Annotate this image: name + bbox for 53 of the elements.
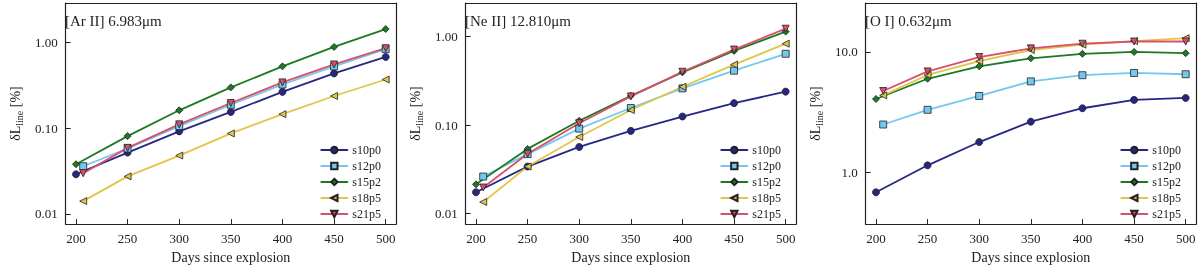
x-tick-label: 450 xyxy=(324,231,344,247)
x-axis-title: Days since explosion xyxy=(571,249,691,265)
legend-label: s18p5 xyxy=(352,191,381,205)
legend-label: s21p5 xyxy=(752,207,781,221)
legend-label: s10p0 xyxy=(1152,143,1181,157)
y-tick-label: 1.00 xyxy=(434,29,458,45)
text: [O I] 0.632μm xyxy=(865,12,953,29)
legend-label: s18p5 xyxy=(752,191,781,205)
x-tick-label: 350 xyxy=(1021,231,1041,247)
x-tick-label: 400 xyxy=(272,231,293,247)
y-tick-label: 1.0 xyxy=(841,164,858,180)
y-tick-label: 0.01 xyxy=(34,206,58,222)
x-tick-label: 200 xyxy=(66,231,86,247)
x-tick-label: 250 xyxy=(117,231,138,247)
legend-label: s12p0 xyxy=(1152,159,1181,173)
x-tick-label: 200 xyxy=(466,231,486,247)
legend-label: s15p2 xyxy=(352,175,381,189)
x-tick-label: 250 xyxy=(517,231,538,247)
text: [Ar II] 6.983μm xyxy=(65,12,163,29)
legend-label: s10p0 xyxy=(752,143,781,157)
x-tick-label: 250 xyxy=(917,231,938,247)
legend-label: s21p5 xyxy=(1152,207,1181,221)
x-tick-label: 450 xyxy=(724,231,744,247)
legend-label: s15p2 xyxy=(1152,175,1181,189)
x-axis-title: Days since explosion xyxy=(971,249,1091,265)
legend-label: s15p2 xyxy=(752,175,781,189)
x-tick-label: 500 xyxy=(375,231,396,247)
x-tick-label: 350 xyxy=(221,231,241,247)
y-tick-label: 10.0 xyxy=(834,44,858,60)
y-tick-label: 0.01 xyxy=(434,206,458,222)
y-tick-label: 1.00 xyxy=(34,35,58,51)
legend-label: s12p0 xyxy=(352,159,381,173)
legend-label: s10p0 xyxy=(352,143,381,157)
y-axis-title: δLline [%] xyxy=(407,86,425,141)
x-tick-label: 500 xyxy=(775,231,796,247)
x-tick-label: 300 xyxy=(569,231,589,247)
legend-label: s12p0 xyxy=(752,159,781,173)
x-tick-label: 500 xyxy=(1175,231,1196,247)
x-tick-label: 300 xyxy=(969,231,989,247)
x-tick-label: 450 xyxy=(1124,231,1144,247)
y-axis-title: δLline [%] xyxy=(7,86,25,141)
x-tick-label: 400 xyxy=(672,231,693,247)
y-tick-label: 0.10 xyxy=(34,120,58,136)
x-tick-label: 350 xyxy=(621,231,641,247)
x-tick-label: 400 xyxy=(1072,231,1093,247)
x-tick-label: 300 xyxy=(169,231,189,247)
legend-label: s21p5 xyxy=(352,207,381,221)
x-axis-title: Days since explosion xyxy=(171,249,291,265)
x-tick-label: 200 xyxy=(866,231,886,247)
legend-label: s18p5 xyxy=(1152,191,1181,205)
y-axis-title: δLline [%] xyxy=(807,86,825,141)
text: [Ne II] 12.810μm xyxy=(465,12,572,29)
y-tick-label: 0.10 xyxy=(434,117,458,133)
